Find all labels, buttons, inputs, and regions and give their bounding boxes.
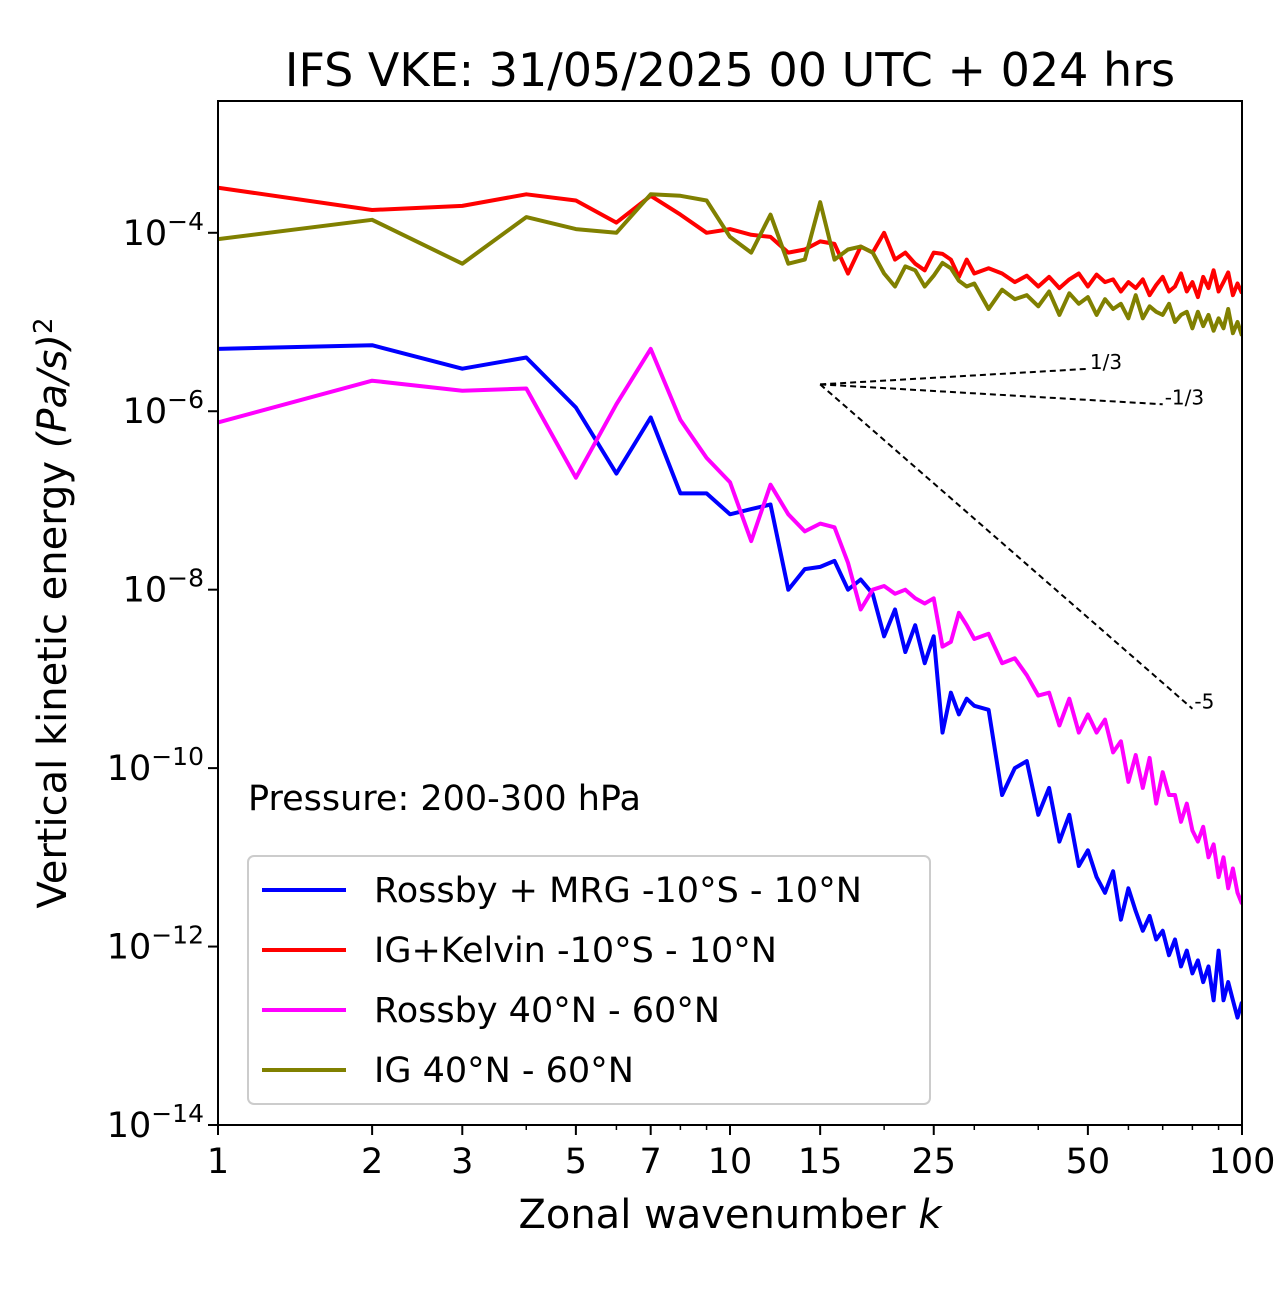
reference-line-3 [819, 383, 1194, 710]
y-tick-label: 10−10 [107, 742, 204, 789]
y-axis-label-text: Vertical kinetic energy [30, 448, 76, 908]
x-tick-label: 5 [565, 1142, 587, 1182]
x-tick-label: 7 [640, 1142, 662, 1182]
reference-lines: 1/3 -1/3 -5 [819, 350, 1214, 714]
x-axis: 1 2 3 5 7 10 15 25 50 100 [207, 1125, 1276, 1182]
legend-label-3: Rossby 40°N - 60°N [374, 991, 720, 1031]
legend-label-4: IG 40°N - 60°N [374, 1051, 634, 1091]
x-axis-label: Zonal wavenumber k [518, 1192, 943, 1238]
reference-line-1 [820, 367, 1088, 386]
reference-label-3: -5 [1194, 690, 1214, 714]
series-line-3 [218, 346, 1242, 905]
y-axis-label-exponent: 2 [29, 318, 59, 335]
y-axis-label: Vertical kinetic energy (Pa/s)2 [29, 318, 76, 909]
reference-line-2 [820, 383, 1163, 406]
x-tick-label: 3 [451, 1142, 473, 1182]
y-axis-label-unit: (Pa/s) [30, 334, 76, 448]
y-tick-label: 10−8 [123, 564, 204, 611]
x-tick-label: 25 [911, 1142, 956, 1182]
y-tick-label: 10−6 [123, 385, 204, 432]
y-axis: 10−14 10−12 10−10 10−8 10−6 10−4 [107, 207, 218, 1146]
legend-box [247, 855, 931, 1105]
x-tick-label: 1 [207, 1142, 229, 1182]
legend-label-1: Rossby + MRG -10°S - 10°N [374, 871, 862, 911]
reference-label-2: -1/3 [1165, 385, 1204, 409]
y-tick-label: 10−12 [107, 921, 204, 968]
x-axis-label-text: Zonal wavenumber [518, 1192, 906, 1238]
pressure-annotation: Pressure: 200-300 hPa [248, 779, 641, 819]
series-layer [218, 185, 1242, 1020]
y-tick-label: 10−14 [107, 1099, 204, 1146]
series-line-4 [218, 192, 1242, 337]
x-tick-label: 50 [1066, 1142, 1111, 1182]
x-tick-label: 2 [361, 1142, 383, 1182]
reference-label-1: 1/3 [1090, 350, 1122, 374]
legend-label-2: IG+Kelvin -10°S - 10°N [374, 931, 777, 971]
series-line-2 [218, 185, 1242, 300]
chart-legend: Rossby + MRG -10°S - 10°N IG+Kelvin -10°S… [247, 855, 931, 1105]
x-tick-label: 100 [1209, 1142, 1276, 1182]
x-tick-label: 15 [798, 1142, 843, 1182]
x-tick-label: 10 [708, 1142, 753, 1182]
chart-title: IFS VKE: 31/05/2025 00 UTC + 024 hrs [285, 43, 1175, 97]
x-axis-label-variable: k [918, 1192, 943, 1238]
y-tick-label: 10−4 [123, 207, 204, 254]
